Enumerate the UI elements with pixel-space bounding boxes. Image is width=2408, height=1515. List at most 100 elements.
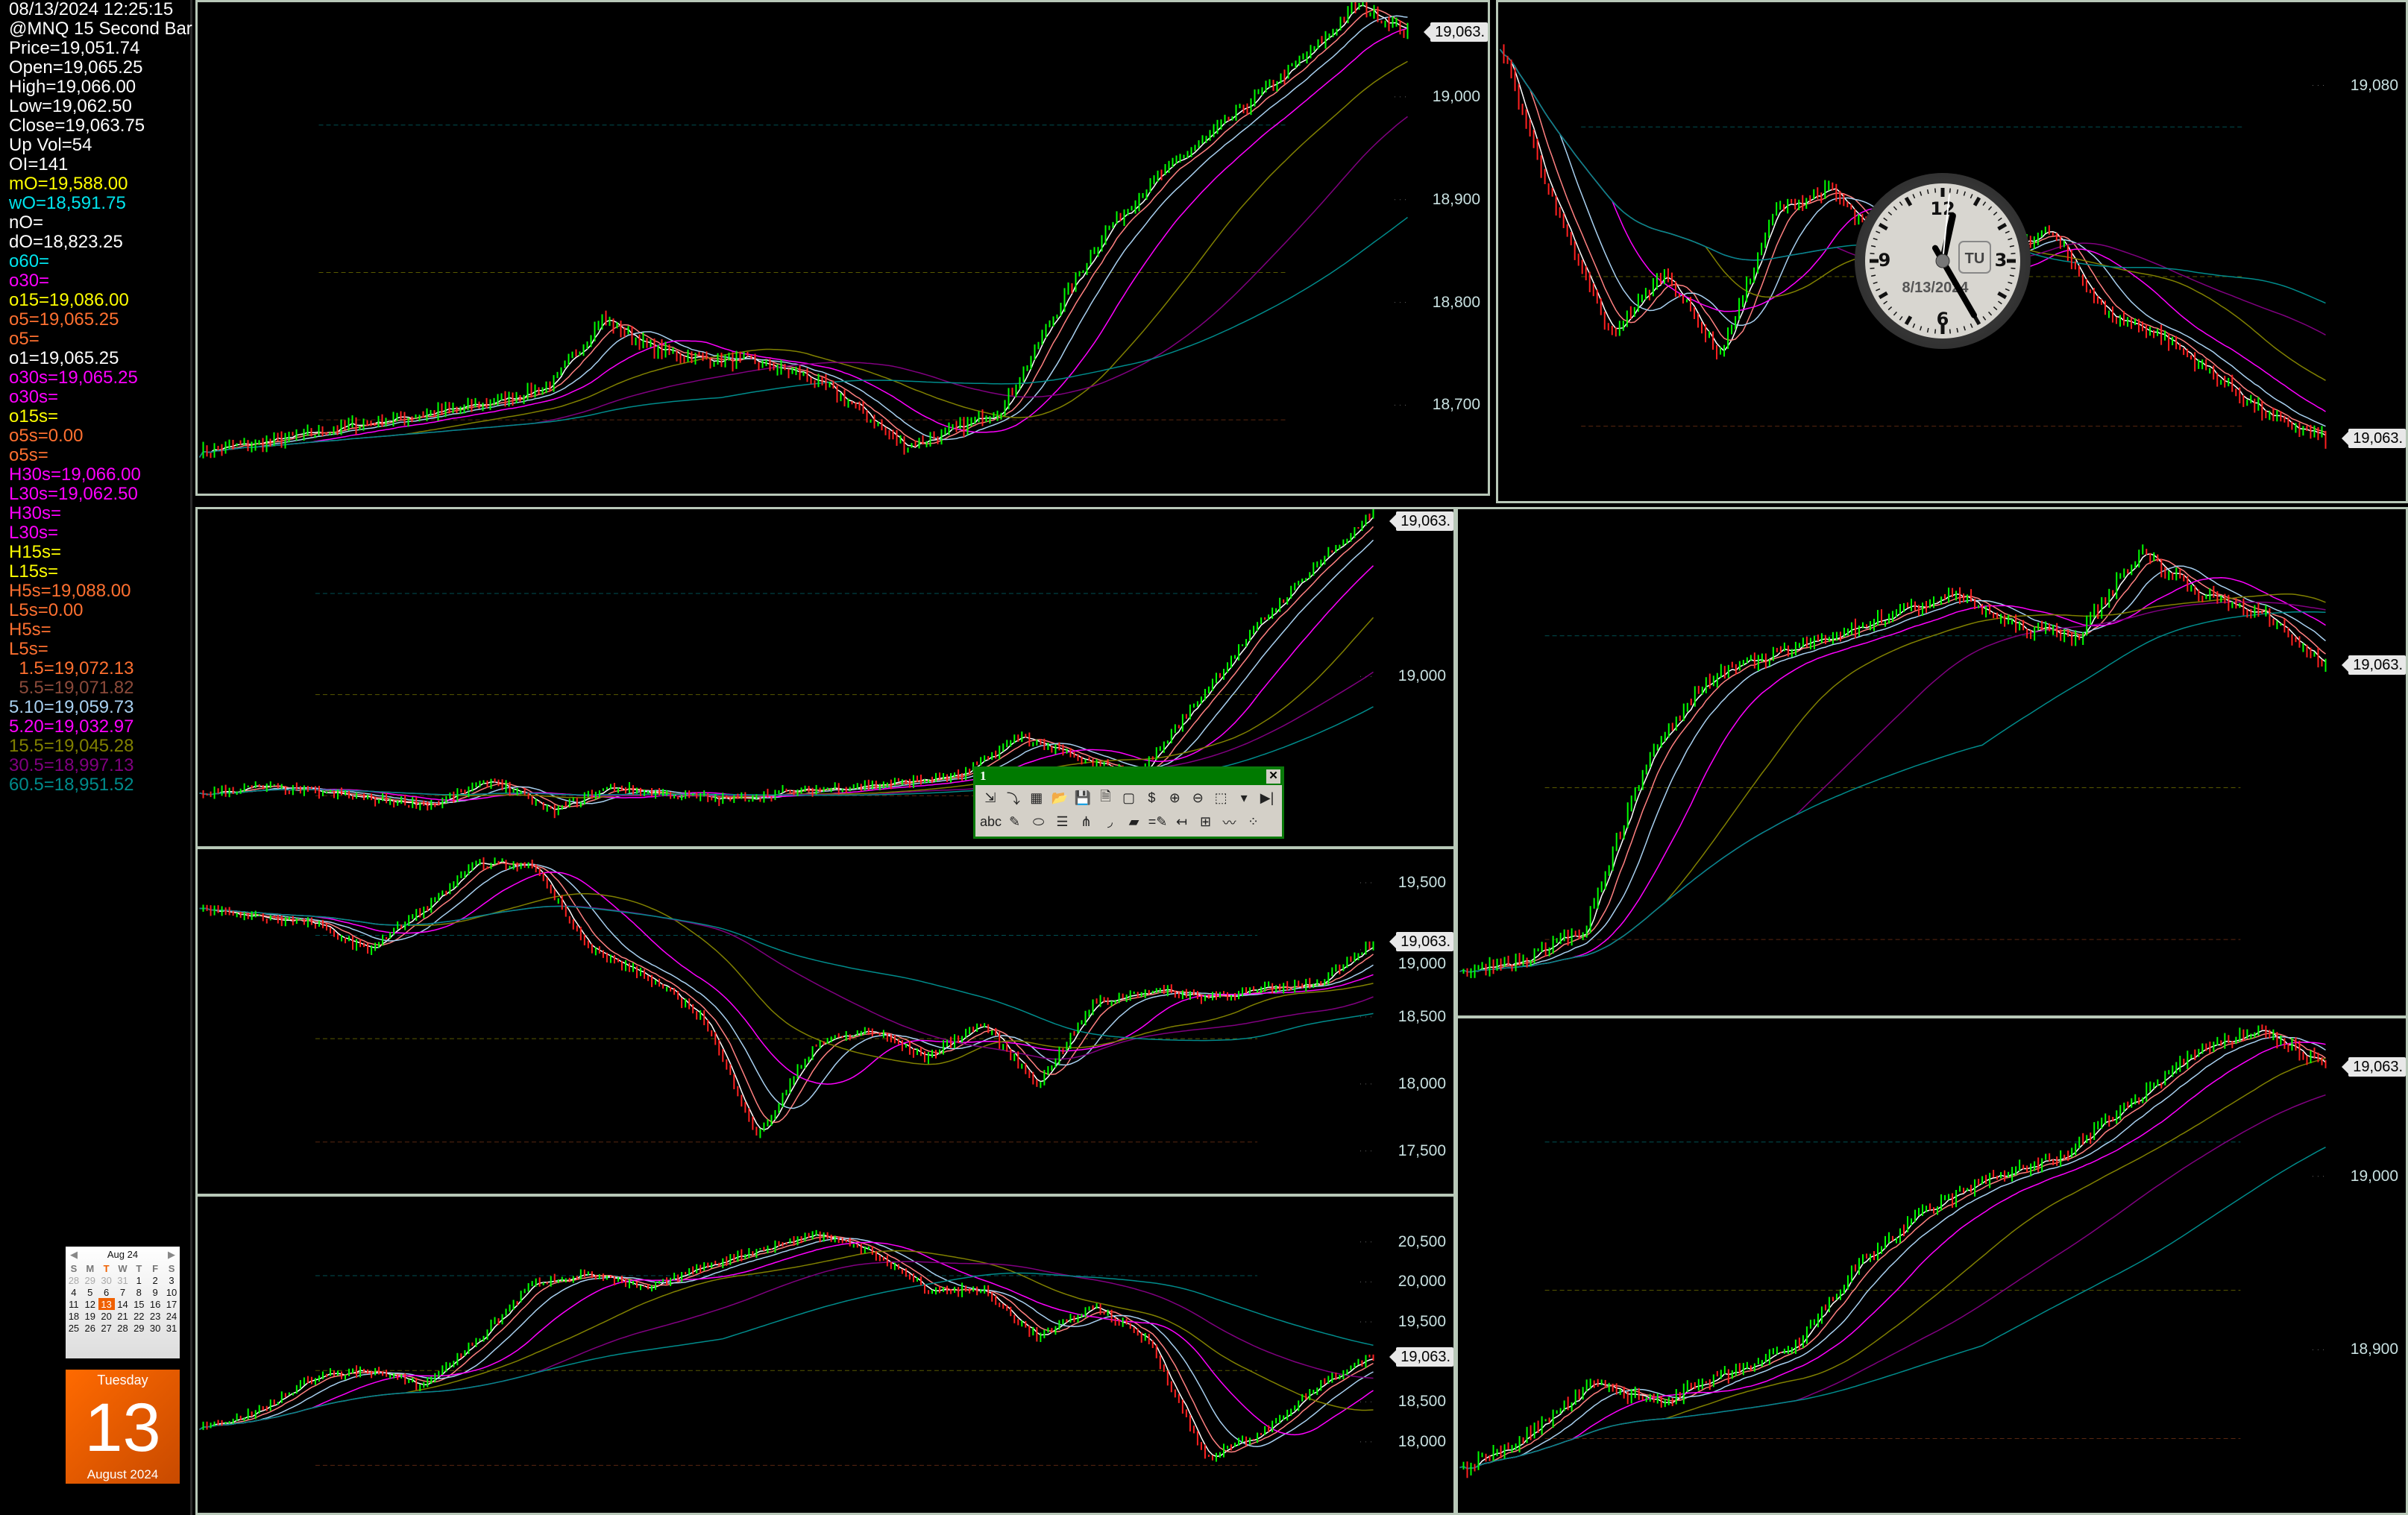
chart-panel-4[interactable]: 19,500 19,000 18,500 18,000 17,500 19,063. — [195, 847, 1456, 1196]
info-line: Up Vol=54 — [9, 135, 92, 155]
calendar-day[interactable]: 29 — [84, 1274, 95, 1286]
window-icon[interactable]: ▢ — [1122, 790, 1135, 805]
info-line: L5s= — [9, 639, 48, 659]
calendar-day[interactable]: 11 — [69, 1298, 79, 1310]
table-icon[interactable]: ▦ — [1030, 790, 1043, 805]
toolbar-titlebar[interactable]: 1 ✕ — [975, 769, 1282, 785]
zoom-out-icon[interactable]: ⊖ — [1192, 790, 1204, 805]
weekday-header: F — [152, 1263, 159, 1274]
close-icon[interactable]: ✕ — [1266, 769, 1280, 784]
grid-text-icon[interactable]: ⊞ — [1199, 814, 1212, 829]
moving-average-line — [1459, 611, 2326, 973]
chart-panel-1[interactable]: 18,700 18,800 18,900 19,000 19,063. — [195, 0, 1490, 496]
calendar-day[interactable]: 26 — [84, 1322, 95, 1334]
calendar-day[interactable]: 29 — [133, 1322, 145, 1334]
y-axis-label: 20,500 — [1398, 1232, 1446, 1250]
text-icon[interactable]: abc — [979, 814, 1002, 829]
calendar-day[interactable]: 8 — [136, 1286, 142, 1298]
ellipse-icon[interactable]: ⬭ — [1032, 814, 1045, 829]
prev-month-icon[interactable]: ◀ — [70, 1249, 78, 1260]
eraser-icon[interactable]: ▰ — [1128, 814, 1139, 829]
chart-icon[interactable]: ⬚ — [1214, 790, 1227, 805]
chart-canvas[interactable] — [198, 1197, 1453, 1513]
calendar-widget: ◀ Aug 24 ▶ S M T W T F S 28 29 30 31 1 2 3 4 5 6 7 8 9 10 11 12 1… — [66, 1247, 180, 1358]
trendline-icon[interactable]: ✎ — [1008, 814, 1021, 829]
chart-canvas[interactable] — [198, 509, 1453, 846]
calendar-day[interactable]: 31 — [166, 1322, 177, 1334]
y-axis-label: 20,000 — [1398, 1273, 1446, 1291]
month-year: August 2024 — [87, 1467, 159, 1481]
info-line: 08/13/2024 12:25:15 — [9, 0, 174, 19]
calendar-day[interactable]: 9 — [152, 1286, 158, 1298]
vertical-line-icon[interactable]: ↤ — [1175, 814, 1188, 829]
signal-icon[interactable]: ⁘ — [1247, 814, 1260, 829]
dropdown-icon[interactable]: ▾ — [1240, 790, 1248, 805]
chart-canvas[interactable] — [198, 2, 1488, 494]
calendar-day[interactable]: 30 — [101, 1274, 112, 1286]
chart-panel-6[interactable]: 19,063. — [1456, 507, 2408, 1018]
chart-canvas[interactable] — [1458, 509, 2406, 1015]
calendar-day[interactable]: 24 — [166, 1310, 177, 1322]
horizontal-lines-icon[interactable]: ☰ — [1056, 814, 1069, 829]
hour-hand — [1939, 212, 1956, 265]
day-number: 13 — [84, 1390, 161, 1466]
pitchfork-icon[interactable]: ⋔ — [1080, 814, 1093, 829]
calendar-day[interactable]: 13 — [98, 1298, 115, 1310]
calendar-day[interactable]: 7 — [119, 1286, 126, 1298]
price-icon[interactable]: $ — [1148, 790, 1156, 805]
moving-average-line — [199, 905, 1374, 1042]
info-line: o1=19,065.25 — [9, 348, 119, 368]
calendar-day[interactable]: 2 — [152, 1274, 158, 1286]
open-folder-icon[interactable]: 📂 — [1051, 790, 1068, 805]
moving-average-line — [1459, 1042, 2326, 1470]
insert-window-icon[interactable]: ⤵ — [1006, 791, 1020, 807]
calendar-grid: S M T W T F S 28 29 30 31 1 2 3 4 5 6 7 8 9 10 11 12 13 14 15 16 17… — [66, 1263, 180, 1334]
calendar-day[interactable]: 1 — [136, 1274, 142, 1286]
info-line: o15=19,086.00 — [9, 290, 129, 310]
calendar-day[interactable]: 27 — [101, 1322, 112, 1334]
moving-average-line — [199, 1250, 1374, 1430]
chart-panel-5[interactable]: 20,500 20,000 19,500 18,500 18,000 19,063. — [195, 1194, 1456, 1515]
calendar-day[interactable]: 16 — [149, 1298, 161, 1310]
calendar-day[interactable]: 28 — [68, 1274, 80, 1286]
save-all-icon[interactable]: 💾 — [1074, 790, 1091, 805]
horizontal-line-icon[interactable]: =✎ — [1148, 814, 1168, 829]
calendar-day[interactable]: 31 — [117, 1274, 128, 1286]
calendar-day[interactable]: 6 — [103, 1286, 110, 1298]
arc-icon[interactable]: ◞ — [1107, 814, 1113, 829]
calendar-day[interactable]: 4 — [71, 1286, 77, 1298]
second-hand — [1942, 194, 1950, 262]
calendar-day[interactable]: 3 — [169, 1274, 175, 1286]
calendar-day[interactable]: 22 — [133, 1310, 145, 1322]
calendar-day[interactable]: 14 — [117, 1298, 128, 1310]
calendar-day[interactable]: 30 — [149, 1322, 161, 1334]
info-line: o60= — [9, 251, 50, 271]
chart-canvas[interactable] — [1458, 1018, 2406, 1513]
save-page-icon[interactable]: 🗎 — [1100, 788, 1111, 804]
calendar-day[interactable]: 17 — [166, 1298, 177, 1310]
next-month-icon[interactable]: ▶ — [168, 1249, 175, 1260]
calendar-day[interactable]: 10 — [166, 1286, 177, 1298]
calendar-day[interactable]: 21 — [117, 1310, 128, 1322]
calendar-day[interactable]: 28 — [117, 1322, 128, 1334]
y-axis-label: 18,000 — [1398, 1074, 1446, 1092]
calendar-day[interactable]: 5 — [87, 1286, 93, 1298]
calendar-day[interactable]: 25 — [68, 1322, 80, 1334]
chart-canvas[interactable] — [198, 849, 1453, 1194]
calendar-day[interactable]: 18 — [68, 1310, 80, 1322]
indicator-icon[interactable]: 〰 — [1222, 815, 1236, 831]
y-axis-label: 19,000 — [2350, 1167, 2398, 1185]
calendar-day[interactable]: 20 — [101, 1310, 112, 1322]
info-line: L5s=0.00 — [9, 600, 84, 620]
play-end-icon[interactable]: ▶| — [1260, 790, 1274, 805]
calendar-day[interactable]: 23 — [149, 1310, 161, 1322]
calendar-day[interactable]: 12 — [84, 1298, 95, 1310]
y-axis-label: 18,000 — [1398, 1432, 1446, 1450]
calendar-day[interactable]: 19 — [84, 1310, 95, 1322]
y-axis-label: 19,000 — [1432, 87, 1480, 105]
chart-panel-7[interactable]: 19,000 18,900 19,063. — [1456, 1016, 2408, 1515]
calendar-day[interactable]: 15 — [133, 1298, 145, 1310]
zoom-in-icon[interactable]: ⊕ — [1169, 790, 1181, 805]
import-icon[interactable]: ⇲ — [984, 790, 996, 805]
info-line: 5.5=19,071.82 — [9, 678, 134, 698]
